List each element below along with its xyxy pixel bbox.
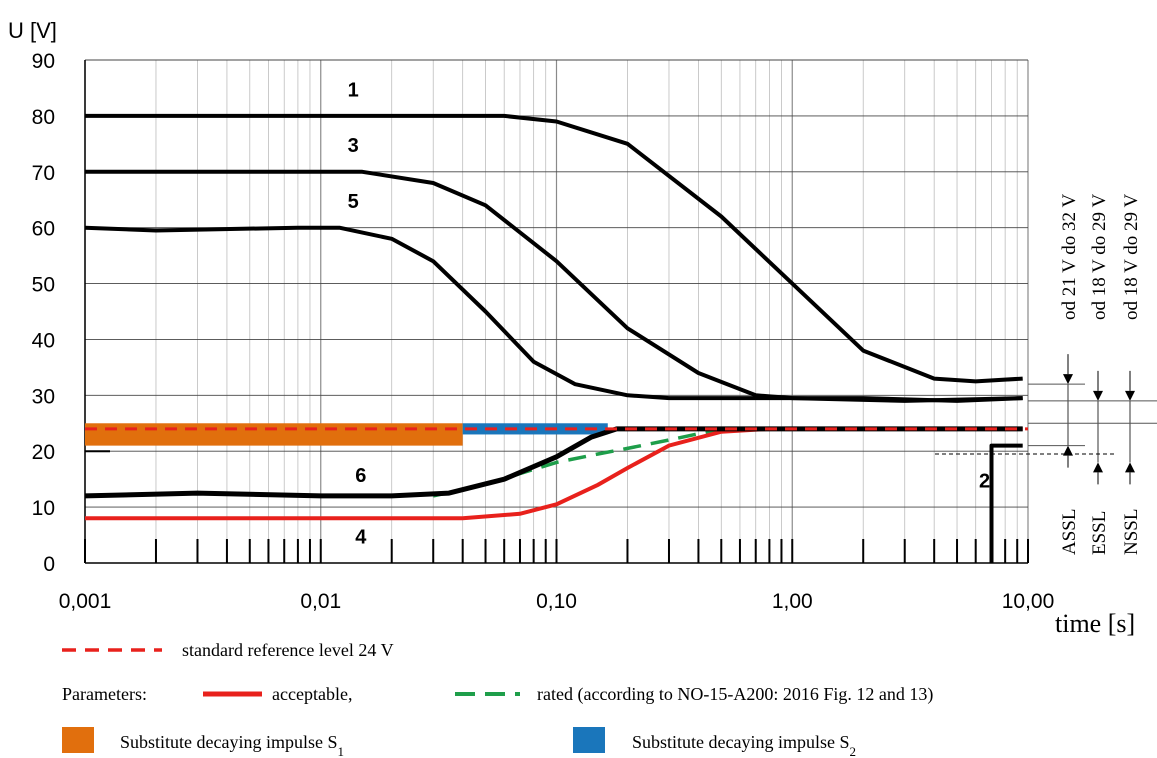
legend-parameters-label: Parameters: [62,684,147,704]
level-name-label: ESSL [1089,511,1110,555]
y-tick-label: 50 [32,274,55,297]
legend-impulse-s2-swatch [573,727,605,753]
x-tick-label: 1,00 [772,590,813,613]
curve-label-1: 1 [348,79,359,101]
x-tick-label: 10,00 [1002,590,1055,613]
legend-impulse-s1-label: Substitute decaying impulse S1 [120,732,344,758]
legend-impulse-s1-swatch [62,727,94,753]
y-tick-label: 40 [32,329,55,352]
level-arrow-down [1093,390,1103,401]
y-tick-label: 80 [32,106,55,129]
legend-reference-label: standard reference level 24 V [182,640,394,660]
grid [84,59,1029,564]
impulse-bar-s1 [85,423,463,446]
y-tick-label: 60 [32,218,55,241]
legend-impulse-subscript: 1 [338,744,345,758]
y-tick-label: 30 [32,385,55,408]
curve-5 [84,225,1023,403]
level-arrow-up [1063,445,1073,456]
curve-2 [989,443,1023,563]
curve-label-2: 2 [979,471,990,493]
y-tick-label: 10 [32,497,55,520]
x-tick-label: 0,10 [536,590,577,613]
curve-label-6: 6 [355,465,366,487]
legend-acceptable-label: acceptable, [272,684,352,704]
axis-ticks: 0 10 20 30 40 50 60 70 80 90 0,001 0,01 0,10 1,00 10,0… [32,50,1055,613]
legend-rated-label: rated (according to NO-15-A200: 2016 Fig… [537,684,933,705]
y-tick-label: 0 [43,553,55,576]
curve-label-3: 3 [348,135,359,157]
curve-label-4: 4 [355,526,367,548]
level-arrow-down [1063,374,1073,385]
x-axis-label: time [s] [1055,609,1135,638]
y-tick-label: 70 [32,162,55,185]
curve-1 [85,113,1023,384]
y-tick-label: 90 [32,50,55,73]
level-name-label: NSSL [1121,509,1142,555]
legend-impulse-s2-label: Substitute decaying impulse S2 [632,732,856,758]
y-tick-label: 20 [32,441,55,464]
level-arrow-up [1125,462,1135,473]
level-range-label: od 18 V do 29 V [1121,194,1142,320]
level-arrow-up [1093,462,1103,473]
level-annotations: od 21 V do 32 V ASSL od 18 V do 29 V ESSL od… [85,194,1157,555]
curve-3 [85,169,1023,403]
legend: standard reference level 24 V Parameters:… [62,640,933,758]
curve-label-5: 5 [348,191,359,213]
series-lines: 1 3 5 6 4 2 [84,79,1028,563]
y-axis-label: U [V] [8,18,57,43]
x-tick-label: 0,01 [300,590,341,613]
level-range-label: od 18 V do 29 V [1089,194,1110,320]
impulse-bars [85,423,608,446]
level-name-label: ASSL [1059,509,1080,555]
level-arrow-down [1125,390,1135,401]
x-tick-label: 0,001 [59,590,112,613]
level-range-label: od 21 V do 32 V [1059,194,1080,320]
legend-impulse-subscript: 2 [850,744,857,758]
